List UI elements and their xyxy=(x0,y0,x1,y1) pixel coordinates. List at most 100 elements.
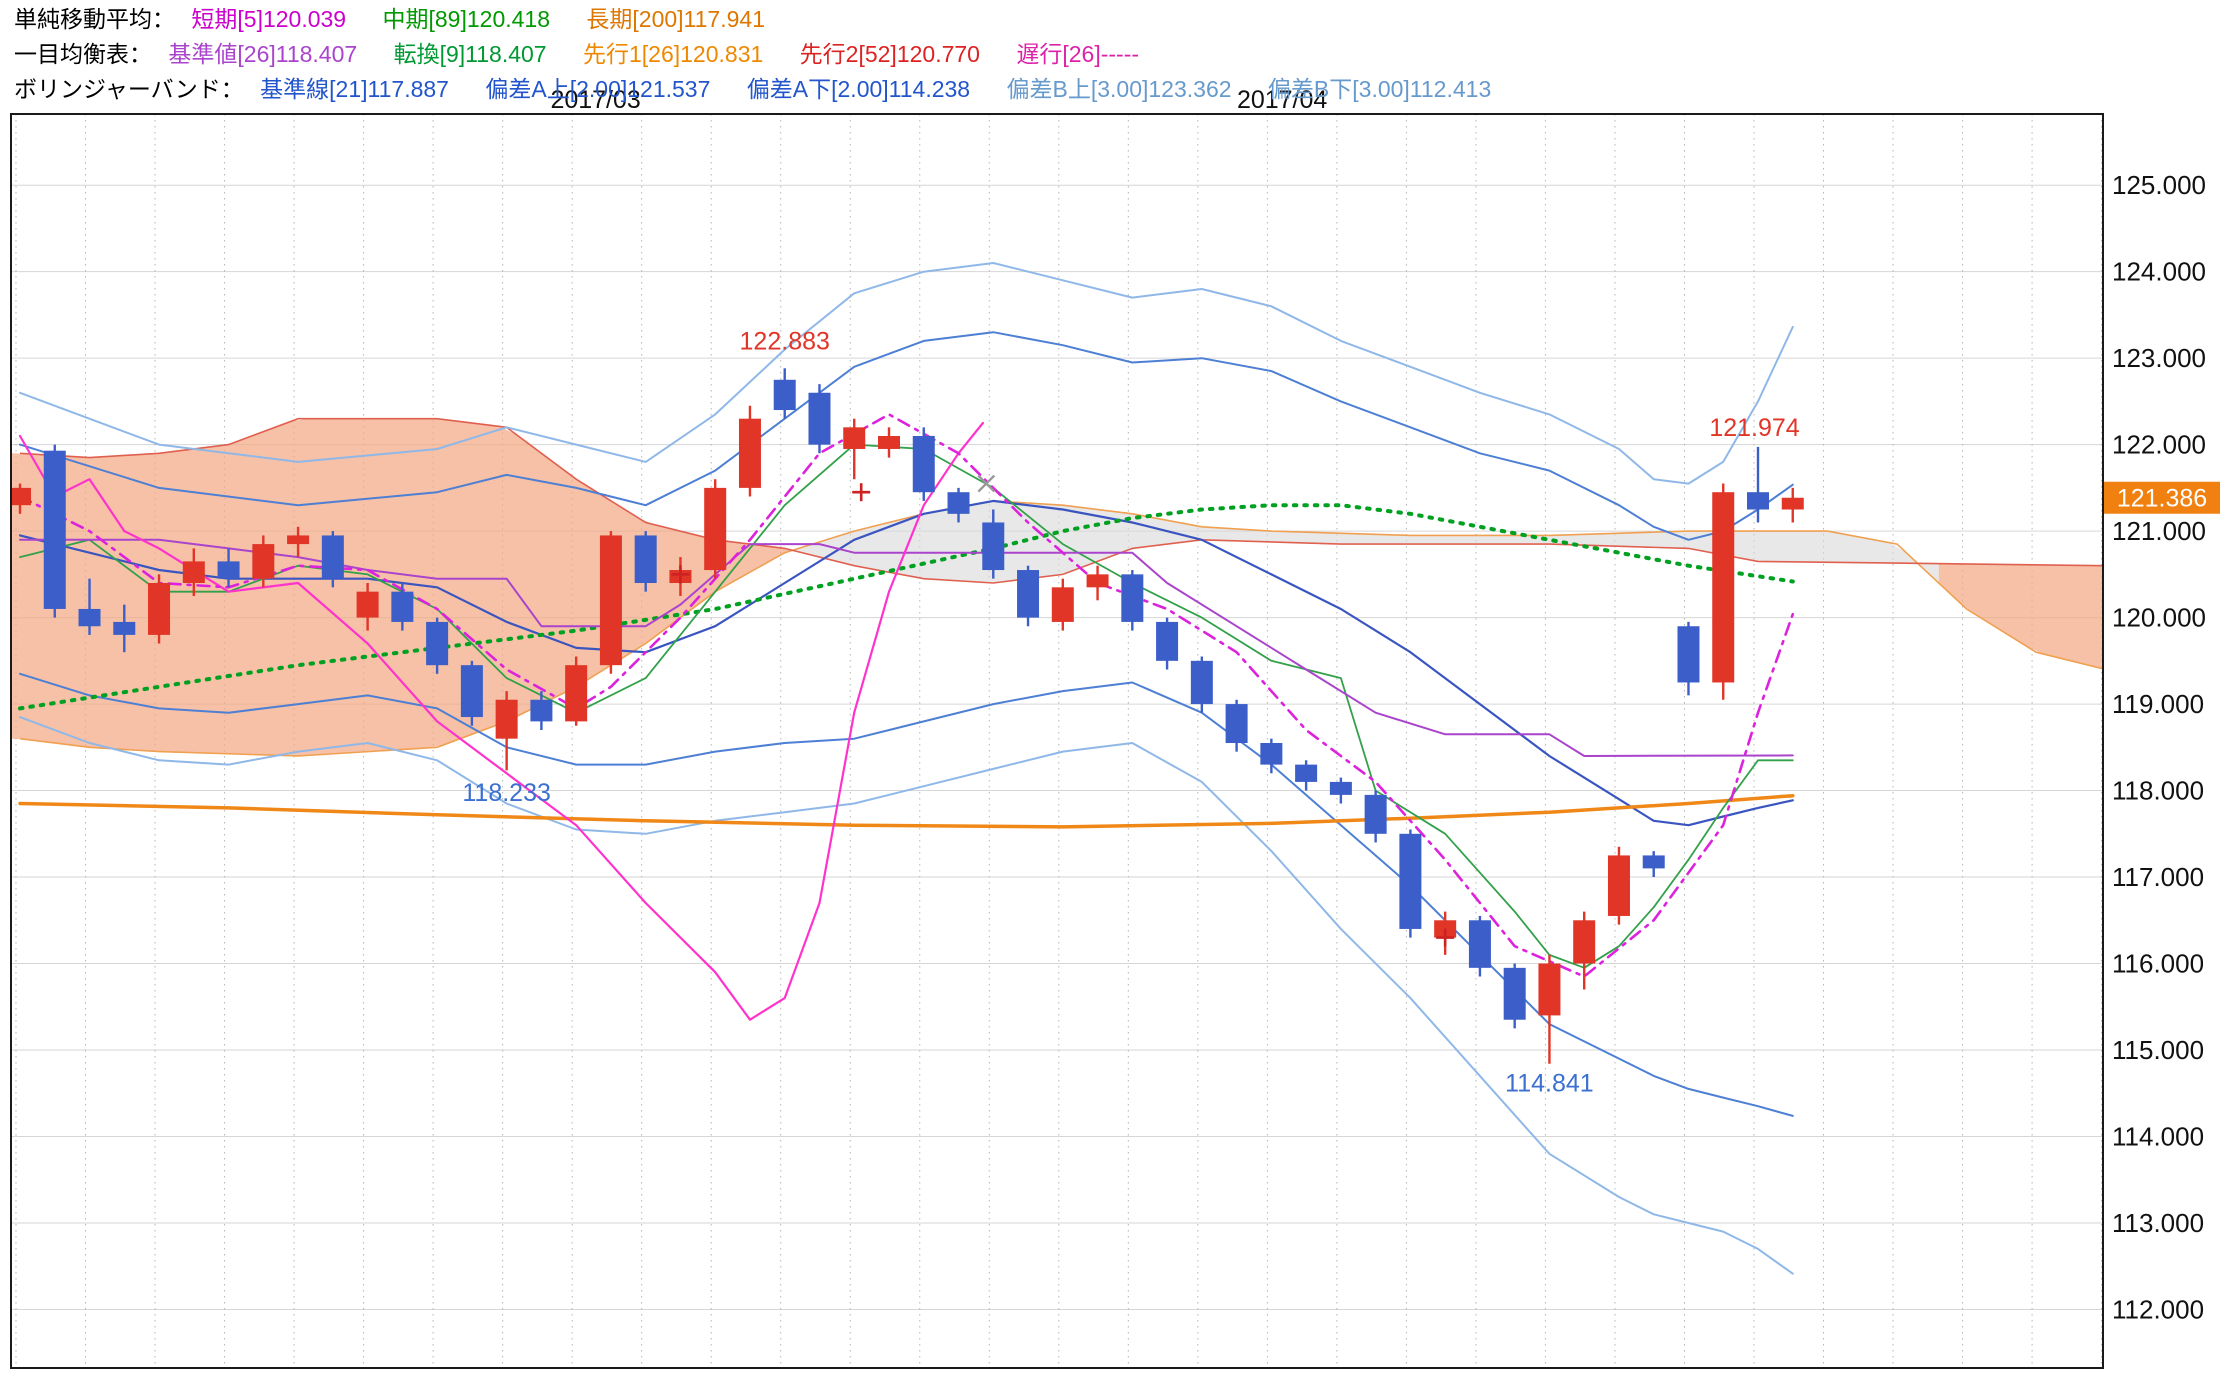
bullish-candle xyxy=(878,435,900,449)
x-marker xyxy=(977,474,996,493)
bearish-candle xyxy=(808,392,831,445)
senkou2-value: 先行2[52]120.770 xyxy=(799,41,980,67)
indicator-lines xyxy=(18,262,1795,1275)
bullish-candle xyxy=(1607,855,1630,916)
bullish-candle xyxy=(1712,492,1735,683)
bullish-candle xyxy=(1573,920,1596,964)
bullish-candle xyxy=(252,544,275,579)
bullish-candle xyxy=(738,418,761,488)
bullish-candle xyxy=(495,699,518,739)
y-axis-label: 119.000 xyxy=(2112,689,2204,719)
bearish-candle xyxy=(1329,781,1352,795)
y-axis-label: 120.000 xyxy=(2112,603,2206,633)
bullish-candle xyxy=(599,535,622,666)
senkou1-value: 先行1[26]120.831 xyxy=(582,41,764,67)
ichimoku-kijun-line xyxy=(19,538,1794,757)
bullish-candle xyxy=(287,535,310,545)
bearish-candle xyxy=(1747,492,1769,510)
bullish-candle xyxy=(843,427,866,449)
y-axis-label: 112.000 xyxy=(2112,1294,2204,1324)
bullish-candle xyxy=(1051,587,1074,622)
last-price-badge: 121.386 xyxy=(2104,481,2220,514)
bullish-candle xyxy=(1781,497,1804,510)
ichimoku-summary-row: 一目均衡表： 基準値[26]118.407 転換[9]118.407 先行1[2… xyxy=(14,37,1521,72)
trade-markers xyxy=(671,474,1455,947)
y-axis-label: 124.000 xyxy=(2112,257,2206,287)
bearish-candle xyxy=(1260,742,1283,765)
ichimoku-senkou-b-line xyxy=(19,417,2103,584)
bollinger-b-upper-value: 偏差B上[3.00]123.362 xyxy=(1006,76,1232,102)
bearish-candle xyxy=(1225,704,1248,743)
bullish-candle xyxy=(182,561,205,584)
bollinger-lower-2sigma xyxy=(19,672,1794,1117)
month-label: 2017/04 xyxy=(1237,86,1327,114)
sma-row-label: 単純移動平均： xyxy=(14,6,175,32)
bullish-candle xyxy=(1538,963,1561,1016)
last-price-badge-bg xyxy=(2104,481,2220,514)
bearish-candle xyxy=(1468,920,1491,968)
bearish-candle xyxy=(1364,794,1387,834)
bearish-candle xyxy=(1503,967,1526,1020)
bullish-candle xyxy=(565,665,588,722)
y-axis-label: 116.000 xyxy=(2112,949,2204,979)
bearish-candle xyxy=(634,535,657,584)
bearish-candle xyxy=(1295,764,1318,782)
bullish-candle xyxy=(1086,574,1109,588)
ichimoku-row-label: 一目均衡表： xyxy=(14,41,152,67)
bearish-candle xyxy=(460,665,483,718)
bollinger-a-lower-value: 偏差A下[2.00]114.238 xyxy=(746,76,971,102)
bearish-candle xyxy=(1677,626,1700,683)
bullish-candle xyxy=(704,487,727,571)
price-annotations: 122.883 121.974 118.233 114.841 xyxy=(462,328,1799,1098)
y-axis-label: 122.000 xyxy=(2112,430,2206,460)
y-axis-label: 113.000 xyxy=(2112,1208,2204,1238)
bearish-candle xyxy=(426,621,449,666)
y-axis: 125.000 124.000 123.000 122.000 121.000 120.0… xyxy=(2112,170,2206,1324)
ichimoku-tenkan-line xyxy=(19,443,1794,969)
candlestick-layer xyxy=(11,368,1804,1064)
kijun-value: 基準値[26]118.407 xyxy=(168,41,358,67)
bearish-candle xyxy=(947,492,970,514)
bollinger-upper-2sigma xyxy=(19,331,1794,541)
bollinger-row-label: ボリンジャーバンド： xyxy=(14,76,244,102)
bearish-candle xyxy=(530,699,553,722)
tenkan-value: 転換[9]118.407 xyxy=(393,41,547,67)
price-annotation: 122.883 xyxy=(740,328,830,356)
bearish-candle xyxy=(1156,621,1179,661)
bollinger-a-upper-value: 偏差A上[2.00]121.537 xyxy=(485,76,711,102)
sma-short-value: 短期[5]120.039 xyxy=(191,6,347,32)
bollinger-upper-3sigma xyxy=(19,262,1794,485)
bollinger-summary-row: ボリンジャーバンド： 基準線[21]117.887 偏差A上[2.00]121.… xyxy=(14,72,1521,107)
x-axis-labels: 2017/03 2017/04 xyxy=(550,86,1327,114)
bearish-candle xyxy=(78,608,101,627)
bollinger-mid-value: 基準線[21]117.887 xyxy=(260,76,449,102)
y-axis-label: 117.000 xyxy=(2112,862,2204,892)
last-price-label: 121.386 xyxy=(2117,485,2207,513)
price-annotation: 118.233 xyxy=(462,779,551,807)
bearish-candle xyxy=(1399,833,1422,929)
price-annotation: 121.974 xyxy=(1709,414,1799,442)
bearish-candle xyxy=(391,591,414,622)
bollinger-lower-3sigma xyxy=(19,716,1794,1275)
bearish-candle xyxy=(321,535,344,579)
ichimoku-chikou-line xyxy=(18,421,984,1021)
bullish-candle xyxy=(11,487,31,506)
price-annotation: 114.841 xyxy=(1505,1070,1594,1098)
bearish-candle xyxy=(1121,574,1144,622)
cloud-fill xyxy=(795,501,1939,583)
bearish-candle xyxy=(1642,855,1665,869)
cloud-fill xyxy=(1938,563,2103,669)
bearish-candle xyxy=(43,450,66,609)
month-label: 2017/03 xyxy=(550,86,640,114)
bullish-candle xyxy=(148,583,171,635)
bearish-candle xyxy=(912,435,935,493)
plot-area: 122.883 121.974 118.233 114.841 xyxy=(11,114,2103,1368)
sma-summary-row: 単純移動平均： 短期[5]120.039 中期[89]120.418 長期[20… xyxy=(14,2,1521,37)
bearish-candle xyxy=(773,379,796,411)
sma-long-200 xyxy=(18,793,1795,829)
y-axis-label: 115.000 xyxy=(2112,1035,2204,1065)
bearish-candle xyxy=(113,621,136,635)
y-axis-label: 123.000 xyxy=(2112,343,2206,373)
sma-medium-value: 中期[89]120.418 xyxy=(382,6,551,32)
